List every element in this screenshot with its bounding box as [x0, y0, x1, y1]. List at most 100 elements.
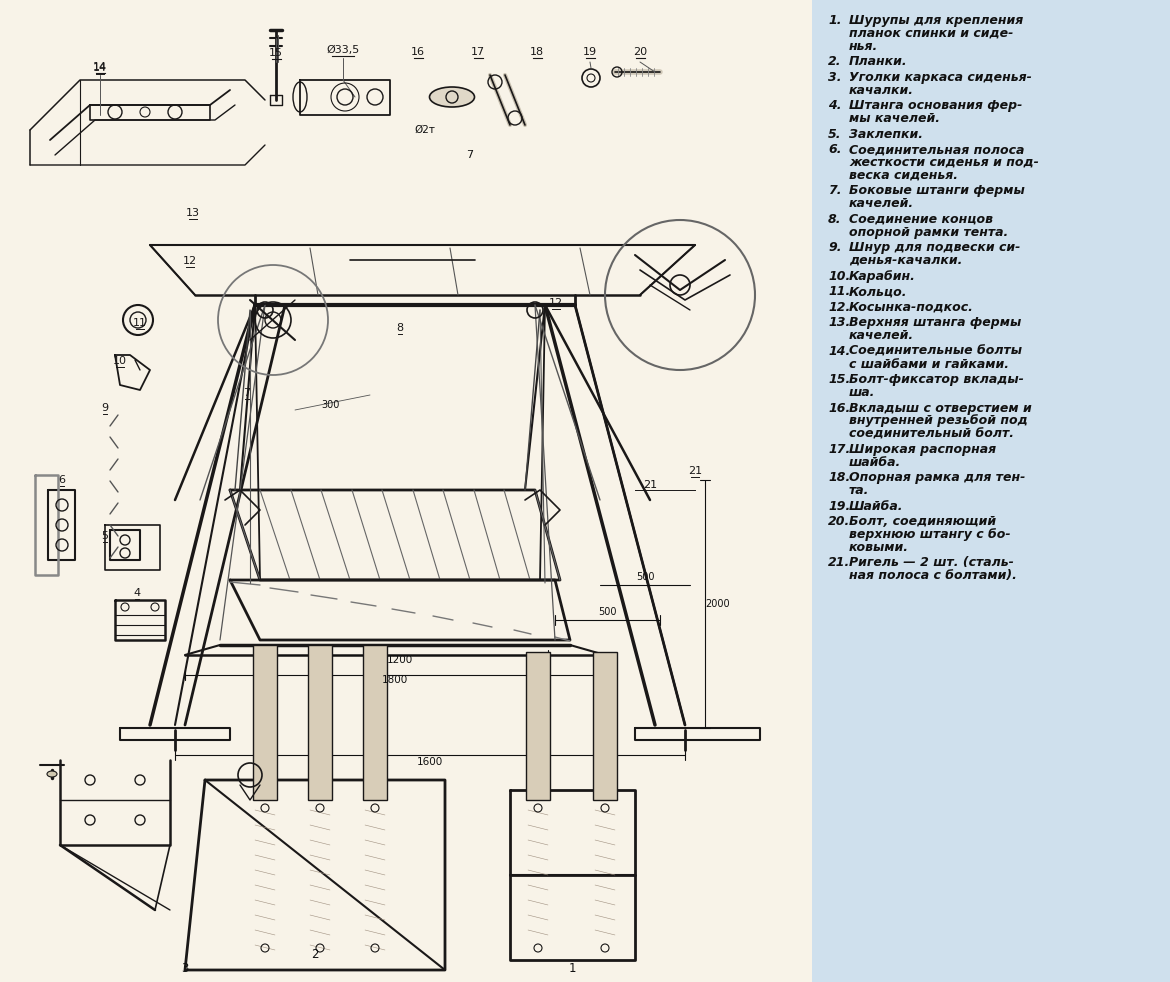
Text: шайба.: шайба. — [849, 456, 901, 468]
Text: ная полоса с болтами).: ная полоса с болтами). — [849, 570, 1017, 582]
Text: 12.: 12. — [828, 300, 851, 314]
Text: 19.: 19. — [828, 500, 851, 513]
Text: Соединительная полоса: Соединительная полоса — [849, 143, 1025, 156]
Text: Ригель — 2 шт. (сталь-: Ригель — 2 шт. (сталь- — [849, 557, 1014, 570]
Text: 14.: 14. — [828, 345, 851, 357]
Text: 20: 20 — [633, 47, 647, 57]
Text: планок спинки и сиде-: планок спинки и сиде- — [849, 27, 1013, 40]
Text: нья.: нья. — [849, 39, 879, 53]
Text: 3.: 3. — [828, 71, 841, 83]
FancyBboxPatch shape — [812, 0, 1170, 982]
Text: 1: 1 — [569, 961, 576, 974]
Text: денья-качалки.: денья-качалки. — [849, 254, 963, 267]
Text: соединительный болт.: соединительный болт. — [849, 427, 1014, 440]
Text: Заклепки.: Заклепки. — [849, 128, 923, 140]
Text: 3: 3 — [181, 961, 188, 974]
Text: Штанга основания фер-: Штанга основания фер- — [849, 99, 1023, 112]
Text: 14: 14 — [92, 63, 108, 73]
Text: с шайбами и гайками.: с шайбами и гайками. — [849, 357, 1009, 370]
Text: 1800: 1800 — [381, 675, 408, 685]
Text: 18: 18 — [530, 47, 544, 57]
FancyBboxPatch shape — [593, 652, 617, 800]
Text: Верхняя штанга фермы: Верхняя штанга фермы — [849, 316, 1021, 329]
Text: та.: та. — [849, 484, 869, 497]
Text: 500: 500 — [635, 572, 654, 582]
Text: 13.: 13. — [828, 316, 851, 329]
Text: Кольцо.: Кольцо. — [849, 285, 908, 299]
Text: Шайба.: Шайба. — [849, 500, 903, 513]
Text: Планки.: Планки. — [849, 55, 908, 68]
Text: 10.: 10. — [828, 270, 851, 283]
Text: 7.: 7. — [828, 185, 841, 197]
Text: жесткости сиденья и под-: жесткости сиденья и под- — [849, 156, 1039, 169]
Text: 300: 300 — [321, 400, 339, 410]
Text: 6.: 6. — [828, 143, 841, 156]
Text: Болт-фиксатор вклады-: Болт-фиксатор вклады- — [849, 373, 1024, 386]
Text: 2000: 2000 — [706, 599, 730, 609]
Text: Карабин.: Карабин. — [849, 270, 916, 283]
Text: 16.: 16. — [828, 402, 851, 414]
Text: 14: 14 — [92, 62, 108, 72]
Text: 5: 5 — [102, 531, 109, 541]
Ellipse shape — [47, 771, 57, 777]
Text: 8: 8 — [397, 323, 404, 333]
Text: 12: 12 — [549, 298, 563, 308]
Text: 17: 17 — [472, 47, 486, 57]
Text: Боковые штанги фермы: Боковые штанги фермы — [849, 185, 1025, 197]
Text: 1600: 1600 — [417, 757, 443, 767]
Text: Болт, соединяющий: Болт, соединяющий — [849, 516, 996, 528]
Text: ша.: ша. — [849, 386, 875, 399]
Text: качелей.: качелей. — [849, 329, 914, 342]
Text: 7: 7 — [467, 150, 474, 160]
Text: 2.: 2. — [828, 55, 841, 68]
FancyBboxPatch shape — [363, 645, 387, 800]
Text: Уголки каркаса сиденья-: Уголки каркаса сиденья- — [849, 71, 1032, 83]
Text: 8.: 8. — [828, 213, 841, 226]
Text: 19: 19 — [583, 47, 597, 57]
Text: 15.: 15. — [828, 373, 851, 386]
Text: 21: 21 — [688, 466, 702, 476]
Text: 1.: 1. — [828, 14, 841, 27]
Text: Ø33,5: Ø33,5 — [326, 45, 359, 55]
Text: Соединительные болты: Соединительные болты — [849, 345, 1023, 357]
Text: 11: 11 — [133, 318, 147, 328]
Text: мы качелей.: мы качелей. — [849, 112, 940, 125]
Text: качалки.: качалки. — [849, 83, 914, 96]
FancyBboxPatch shape — [0, 0, 812, 982]
Text: 18.: 18. — [828, 471, 851, 484]
Text: 21: 21 — [644, 480, 658, 490]
Text: 17.: 17. — [828, 443, 851, 456]
Text: Опорная рамка для тен-: Опорная рамка для тен- — [849, 471, 1025, 484]
Text: Шурупы для крепления: Шурупы для крепления — [849, 14, 1024, 27]
Text: опорной рамки тента.: опорной рамки тента. — [849, 226, 1009, 239]
Text: 4: 4 — [133, 588, 140, 598]
Text: 20.: 20. — [828, 516, 851, 528]
FancyBboxPatch shape — [253, 645, 277, 800]
Text: 10: 10 — [113, 356, 128, 366]
Text: веска сиденья.: веска сиденья. — [849, 169, 958, 182]
Text: Ø2т: Ø2т — [414, 125, 435, 135]
Text: 7: 7 — [243, 388, 250, 398]
Text: верхнюю штангу с бо-: верхнюю штангу с бо- — [849, 528, 1011, 541]
Text: Шнур для подвески си-: Шнур для подвески си- — [849, 242, 1020, 254]
Text: 4.: 4. — [828, 99, 841, 112]
Text: 500: 500 — [598, 607, 617, 617]
Text: 1200: 1200 — [387, 655, 413, 665]
Text: ковыми.: ковыми. — [849, 541, 909, 554]
Text: Косынка-подкос.: Косынка-подкос. — [849, 300, 973, 314]
FancyBboxPatch shape — [308, 645, 332, 800]
Text: 13: 13 — [186, 208, 200, 218]
Text: 2: 2 — [311, 949, 318, 961]
Text: 6: 6 — [58, 475, 66, 485]
Text: 9: 9 — [102, 403, 109, 413]
Text: 12: 12 — [183, 256, 197, 266]
Text: Вкладыш с отверстием и: Вкладыш с отверстием и — [849, 402, 1032, 414]
Text: Широкая распорная: Широкая распорная — [849, 443, 996, 456]
Text: качелей.: качелей. — [849, 197, 914, 210]
Text: 9.: 9. — [828, 242, 841, 254]
Text: Соединение концов: Соединение концов — [849, 213, 993, 226]
Text: 5.: 5. — [828, 128, 841, 140]
Text: 11.: 11. — [828, 285, 851, 299]
Text: 21.: 21. — [828, 557, 851, 570]
Text: 16: 16 — [411, 47, 425, 57]
